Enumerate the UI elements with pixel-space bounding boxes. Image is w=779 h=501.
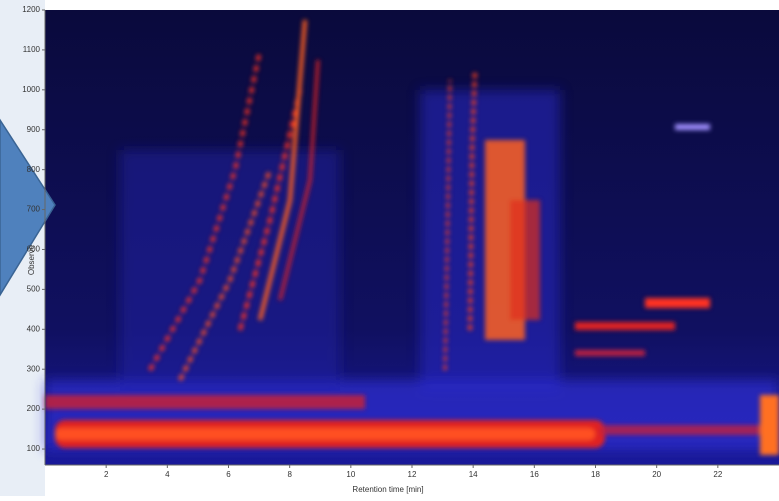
y-tick-label: 1200 [22,5,40,14]
x-tick-label: 6 [226,470,231,479]
x-axis-label: Retention time [min] [352,485,423,494]
y-tick-label: 900 [27,125,41,134]
y-tick-label: 100 [27,444,41,453]
x-tick-label: 12 [408,470,417,479]
x-tick-label: 16 [530,470,539,479]
y-tick-label: 700 [27,205,41,214]
x-tick-label: 8 [287,470,292,479]
x-tick-label: 22 [713,470,722,479]
x-tick-label: 10 [346,470,355,479]
x-tick-label: 18 [591,470,600,479]
overlay-arrow [0,118,56,297]
x-tick-label: 2 [104,470,109,479]
x-tick-label: 20 [652,470,661,479]
y-tick-label: 800 [27,165,41,174]
heatmap-features [45,19,779,455]
y-axis-label: Observe [27,244,36,275]
y-tick-label: 300 [27,364,41,373]
y-tick-label: 1000 [22,85,40,94]
x-tick-label: 4 [165,470,170,479]
y-tick-label: 600 [27,245,41,254]
y-tick-label: 1100 [23,45,41,54]
heatmap-area [45,10,779,465]
y-tick-label: 200 [27,404,41,413]
y-tick-label: 400 [27,324,41,333]
x-tick-label: 14 [469,470,478,479]
y-tick-label: 500 [27,284,41,293]
